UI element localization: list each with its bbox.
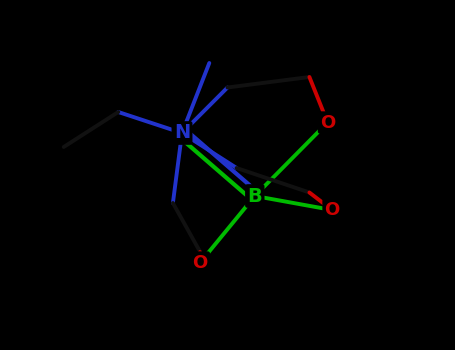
Text: N: N xyxy=(174,124,190,142)
Text: O: O xyxy=(320,113,335,132)
Text: O: O xyxy=(324,201,340,219)
Text: B: B xyxy=(248,187,262,205)
Text: O: O xyxy=(192,253,208,272)
